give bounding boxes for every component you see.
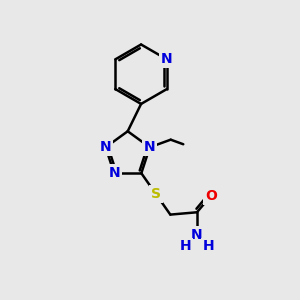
Text: N: N <box>161 52 172 66</box>
Text: N: N <box>100 140 112 154</box>
Text: N: N <box>144 140 156 154</box>
Text: O: O <box>205 189 217 203</box>
Text: S: S <box>151 187 161 201</box>
Text: N: N <box>191 228 203 242</box>
Text: H: H <box>180 239 191 254</box>
Text: H: H <box>202 239 214 254</box>
Text: N: N <box>108 166 120 180</box>
